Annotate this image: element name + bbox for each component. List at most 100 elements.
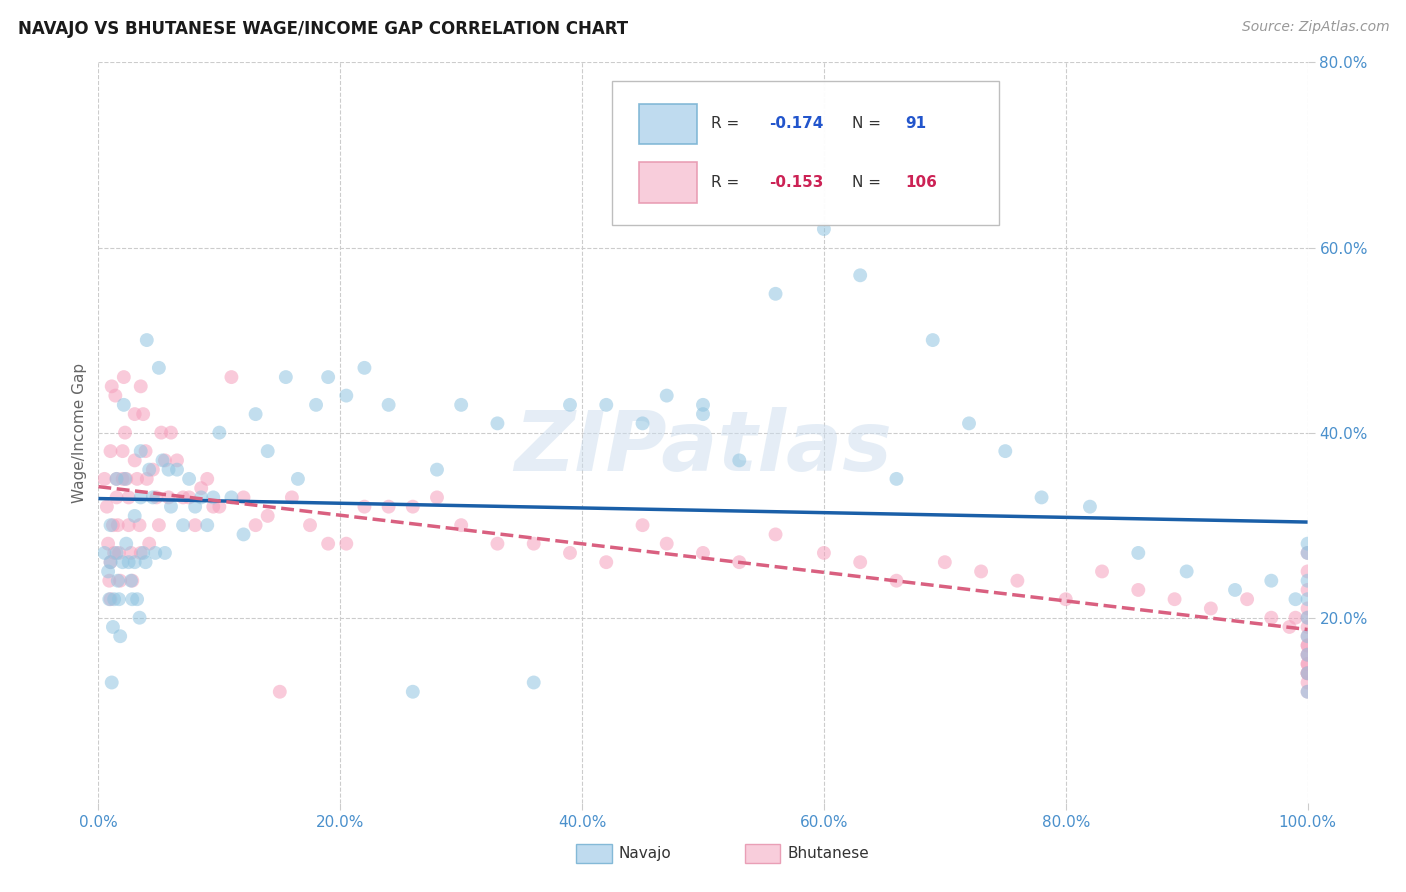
Point [112, 398, 135, 412]
Point [1296, 666, 1319, 681]
Point [655, 388, 678, 402]
Point [135, 472, 157, 486]
Point [184, 500, 207, 514]
Point [108, 546, 131, 560]
FancyBboxPatch shape [613, 81, 1000, 226]
Text: Source: ZipAtlas.com: Source: ZipAtlas.com [1241, 20, 1389, 34]
Point [1296, 685, 1319, 699]
Point [377, 398, 399, 412]
Point [813, 546, 835, 560]
Point [150, 425, 173, 440]
Point [152, 453, 174, 467]
Point [849, 555, 872, 569]
Point [934, 555, 956, 569]
Point [765, 527, 787, 541]
Point [256, 444, 278, 458]
Point [994, 444, 1017, 458]
Point [108, 574, 131, 588]
Point [100, 444, 122, 458]
Point [128, 518, 150, 533]
Point [160, 425, 183, 440]
Point [108, 592, 131, 607]
FancyBboxPatch shape [638, 103, 697, 145]
Point [179, 491, 201, 505]
Point [245, 518, 267, 533]
Point [100, 518, 122, 533]
Point [190, 481, 212, 495]
Point [402, 500, 425, 514]
Point [692, 398, 714, 412]
Point [208, 425, 231, 440]
Point [1260, 574, 1282, 588]
Point [93, 546, 115, 560]
Point [172, 491, 194, 505]
Point [316, 536, 339, 550]
Point [1296, 639, 1319, 653]
Point [153, 453, 176, 467]
Point [221, 370, 243, 384]
Point [143, 546, 166, 560]
Point [305, 398, 328, 412]
Point [1296, 648, 1319, 662]
Text: 91: 91 [905, 116, 927, 131]
Point [100, 555, 122, 569]
Point [1296, 685, 1319, 699]
Point [221, 491, 243, 505]
Point [103, 546, 125, 560]
Point [105, 491, 128, 505]
Point [190, 491, 212, 505]
Point [256, 508, 278, 523]
Point [103, 592, 125, 607]
Point [111, 444, 134, 458]
Point [1296, 648, 1319, 662]
Point [281, 491, 304, 505]
Point [1128, 546, 1150, 560]
Point [886, 574, 908, 588]
Point [849, 268, 872, 283]
Point [1078, 500, 1101, 514]
Point [97, 536, 120, 550]
Point [1284, 592, 1306, 607]
Point [120, 574, 142, 588]
Point [97, 565, 120, 579]
Text: N =: N = [852, 116, 886, 131]
Point [274, 370, 297, 384]
Point [157, 491, 180, 505]
Point [1296, 546, 1319, 560]
Point [157, 462, 180, 476]
Text: Bhutanese: Bhutanese [787, 847, 869, 861]
Point [98, 592, 121, 607]
Point [127, 472, 149, 486]
Point [1296, 565, 1319, 579]
Point [114, 472, 136, 486]
Point [124, 407, 146, 421]
Point [1236, 592, 1258, 607]
Point [100, 592, 122, 607]
Point [142, 491, 165, 505]
Point [120, 546, 142, 560]
Point [655, 536, 678, 550]
Y-axis label: Wage/Income Gap: Wage/Income Gap [72, 362, 87, 503]
Text: ZIPatlas: ZIPatlas [515, 407, 891, 488]
Point [1296, 675, 1319, 690]
Point [101, 518, 124, 533]
Point [208, 500, 231, 514]
Point [1296, 657, 1319, 671]
Point [631, 417, 654, 431]
FancyBboxPatch shape [638, 162, 697, 202]
Point [1296, 666, 1319, 681]
Point [335, 536, 357, 550]
Point [124, 508, 146, 523]
Point [316, 370, 339, 384]
Point [1296, 648, 1319, 662]
Text: -0.174: -0.174 [769, 116, 824, 131]
Point [202, 491, 225, 505]
Point [124, 453, 146, 467]
Point [129, 444, 152, 458]
Point [107, 574, 129, 588]
Point [124, 555, 146, 569]
Text: NAVAJO VS BHUTANESE WAGE/INCOME GAP CORRELATION CHART: NAVAJO VS BHUTANESE WAGE/INCOME GAP CORR… [18, 20, 628, 37]
Point [105, 472, 128, 486]
Point [111, 472, 134, 486]
Point [299, 518, 322, 533]
